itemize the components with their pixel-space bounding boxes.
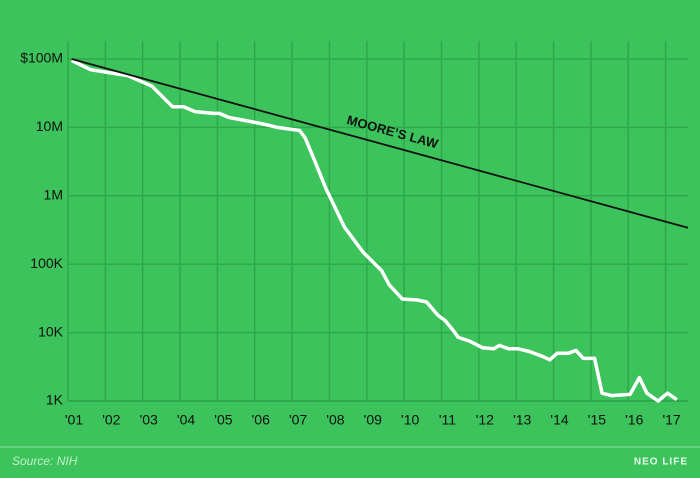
x-tick-label: '11 bbox=[439, 412, 456, 428]
x-tick-label: '06 bbox=[252, 412, 270, 428]
x-tick-label: '13 bbox=[513, 412, 531, 428]
x-tick-label: '02 bbox=[102, 412, 120, 428]
y-tick-label: 10K bbox=[38, 323, 64, 339]
x-tick-label: '15 bbox=[588, 412, 606, 428]
x-tick-label: '10 bbox=[401, 412, 419, 428]
x-tick-label: '17 bbox=[662, 412, 680, 428]
y-tick-label: 100K bbox=[30, 255, 63, 271]
y-tick-label: 1K bbox=[46, 392, 64, 408]
x-tick-label: '01 bbox=[65, 412, 83, 428]
x-tick-label: '03 bbox=[140, 412, 158, 428]
x-tick-label: '12 bbox=[476, 412, 494, 428]
series-line bbox=[70, 58, 678, 403]
y-tick-label: 10M bbox=[36, 118, 63, 134]
x-tick-label: '07 bbox=[289, 412, 307, 428]
source: Source: NIH bbox=[12, 454, 78, 468]
x-tick-label: '09 bbox=[364, 412, 382, 428]
x-tick-label: '04 bbox=[177, 412, 195, 428]
series-line bbox=[71, 58, 689, 229]
y-tick-label: 1M bbox=[44, 187, 63, 203]
x-tick-label: '16 bbox=[625, 412, 643, 428]
y-tick-label: $100M bbox=[20, 50, 63, 66]
x-tick-label: '08 bbox=[326, 412, 344, 428]
brand: NEO LIFE bbox=[634, 457, 688, 468]
x-tick-label: '14 bbox=[550, 412, 568, 428]
x-tick-label: '05 bbox=[214, 412, 232, 428]
